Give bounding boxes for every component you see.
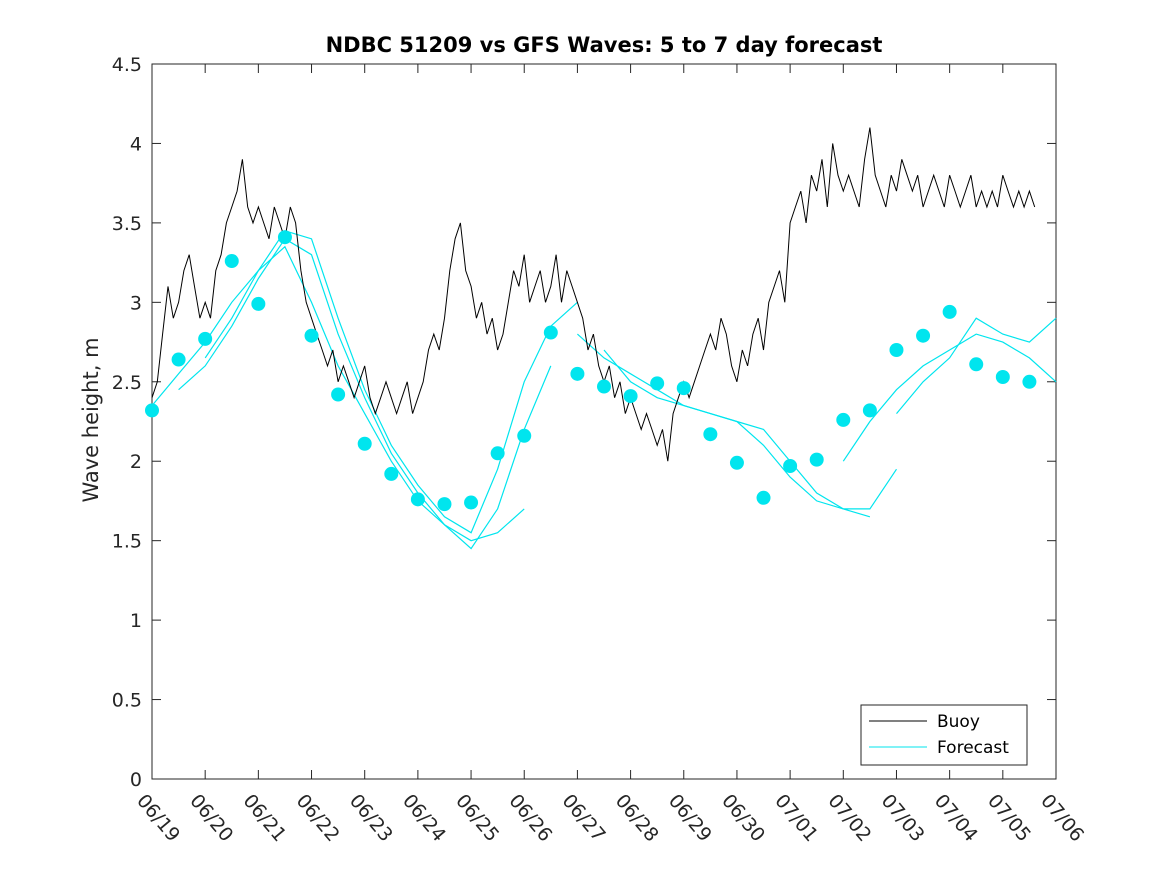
forecast-line-2 (178, 237, 552, 550)
forecast-point (490, 446, 505, 461)
forecast-point (171, 352, 186, 367)
legend-forecast-label: Forecast (937, 738, 1009, 758)
forecast-point (570, 366, 585, 381)
forecast-point (783, 458, 798, 473)
y-tick-label: 3 (130, 292, 142, 314)
forecast-point (623, 389, 638, 404)
y-tick-label: 1.5 (112, 531, 142, 553)
forecast-point (969, 357, 984, 372)
forecast-point (916, 328, 931, 343)
y-tick-label: 0.5 (112, 690, 142, 712)
forecast-point (357, 436, 372, 451)
forecast-point (942, 304, 957, 319)
forecast-point (304, 328, 319, 343)
y-tick-label: 4.5 (112, 54, 142, 76)
forecast-point (597, 379, 611, 394)
forecast-point (756, 490, 771, 505)
forecast-point (889, 343, 904, 357)
forecast-point (277, 230, 292, 245)
forecast-point (198, 331, 213, 346)
legend: Buoy Forecast (860, 704, 1028, 766)
forecast-point (224, 254, 239, 269)
forecast-point (703, 427, 718, 442)
forecast-line-7 (896, 317, 1057, 414)
y-tick-label: 4 (130, 133, 142, 155)
y-tick-label: 1 (130, 610, 142, 632)
forecast-point (836, 412, 851, 427)
forecast-point (543, 325, 558, 340)
legend-buoy-label: Buoy (937, 712, 980, 732)
y-tick-label: 3.5 (112, 213, 142, 235)
forecast-point (437, 497, 452, 512)
forecast-point (331, 387, 346, 402)
forecast-line-3 (204, 230, 578, 534)
forecast-point (650, 376, 665, 391)
y-tick-label: 2.5 (112, 372, 142, 394)
forecast-point (862, 403, 877, 418)
forecast-line-1 (151, 245, 525, 542)
forecast-point (410, 492, 425, 507)
forecast-point (251, 296, 266, 311)
forecast-point (464, 495, 479, 510)
y-axis-label: Wave height, m (79, 337, 103, 502)
forecast-point (384, 466, 399, 481)
forecast-line-5 (603, 349, 897, 510)
chart-title: NDBC 51209 vs GFS Waves: 5 to 7 day fore… (326, 33, 883, 57)
forecast-point (145, 403, 159, 418)
forecast-line-6 (842, 333, 1057, 462)
buoy-line (151, 127, 1036, 462)
forecast-point (517, 428, 532, 443)
forecast-point (995, 370, 1010, 385)
forecast-point (676, 381, 691, 396)
y-tick-label: 0 (130, 769, 142, 791)
legend-box (860, 704, 1028, 766)
forecast-point (809, 452, 824, 467)
forecast-point (729, 455, 744, 470)
forecast-point (1022, 374, 1037, 389)
y-tick-label: 2 (130, 451, 142, 473)
plot-frame (151, 63, 1057, 780)
